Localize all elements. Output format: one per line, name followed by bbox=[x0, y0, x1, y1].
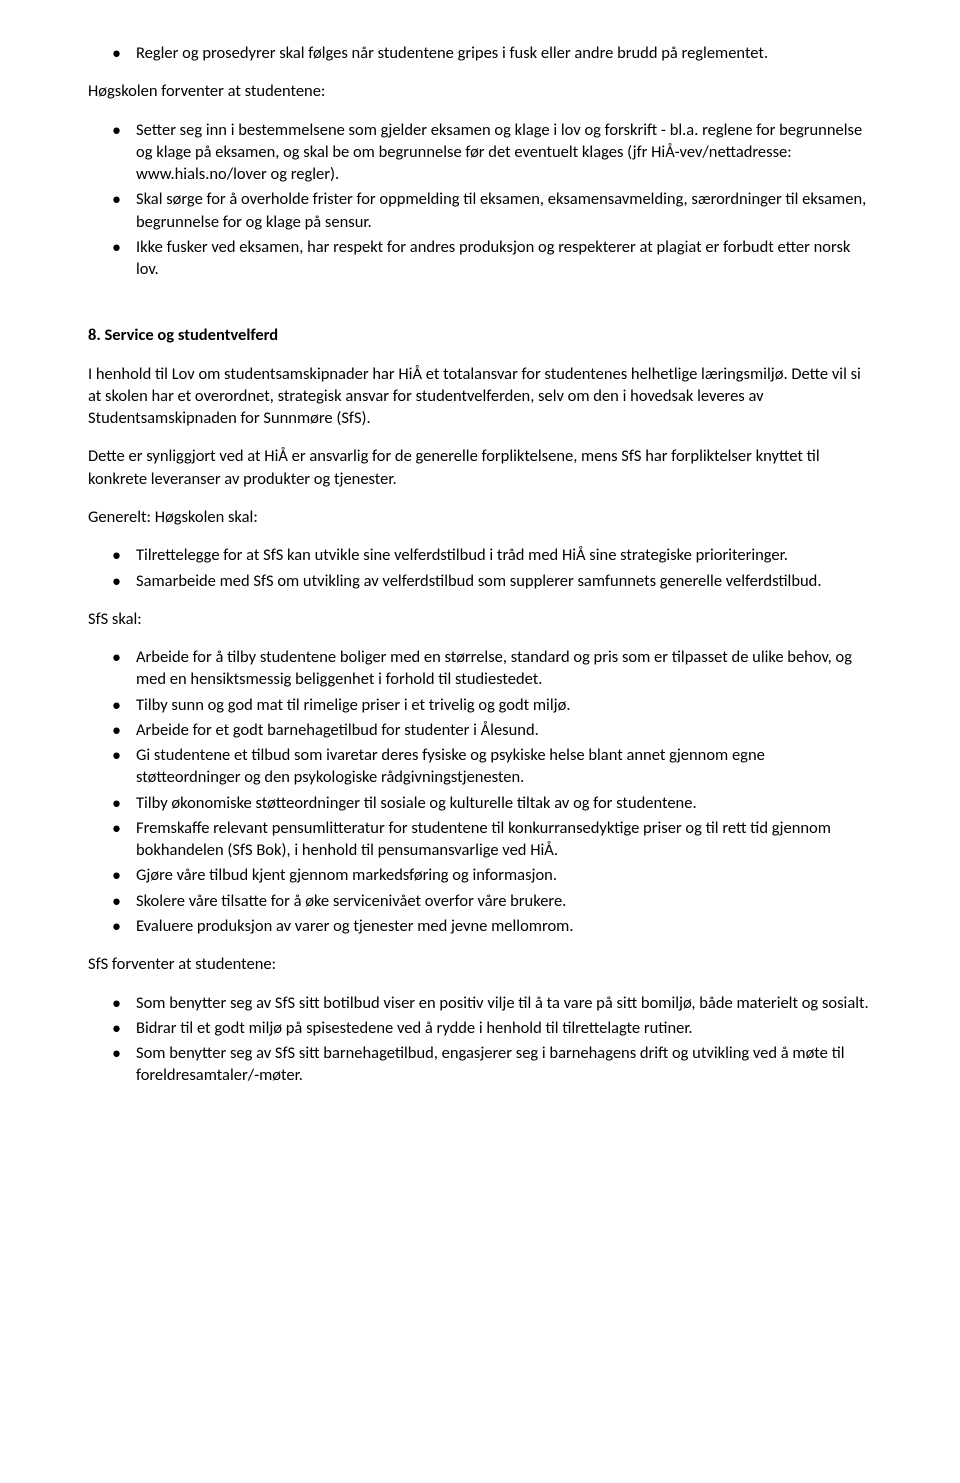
bullet-list-4: Arbeide for å tilby studentene boliger m… bbox=[88, 646, 872, 937]
bullet-list-3: Tilrettelegge for at SfS kan utvikle sin… bbox=[88, 544, 872, 592]
list-item: Setter seg inn i bestemmelsene som gjeld… bbox=[136, 119, 872, 186]
list-item: Som benytter seg av SfS sitt barnehageti… bbox=[136, 1042, 872, 1087]
paragraph: SfS skal: bbox=[88, 608, 872, 630]
list-item: Samarbeide med SfS om utvikling av velfe… bbox=[136, 570, 872, 592]
list-item: Evaluere produksjon av varer og tjeneste… bbox=[136, 915, 872, 937]
list-item: Fremskaffe relevant pensumlitteratur for… bbox=[136, 817, 872, 862]
bullet-list-2: Setter seg inn i bestemmelsene som gjeld… bbox=[88, 119, 872, 281]
list-item: Ikke fusker ved eksamen, har respekt for… bbox=[136, 236, 872, 281]
list-item: Gjøre våre tilbud kjent gjennom markedsf… bbox=[136, 864, 872, 886]
bullet-list-5: Som benytter seg av SfS sitt botilbud vi… bbox=[88, 992, 872, 1087]
list-item: Tilby sunn og god mat til rimelige prise… bbox=[136, 694, 872, 716]
paragraph: Høgskolen forventer at studentene: bbox=[88, 80, 872, 102]
list-item: Skal sørge for å overholde frister for o… bbox=[136, 188, 872, 233]
list-item: Skolere våre tilsatte for å øke servicen… bbox=[136, 890, 872, 912]
list-item: Som benytter seg av SfS sitt botilbud vi… bbox=[136, 992, 872, 1014]
section-heading-8: 8. Service og studentvelferd bbox=[88, 324, 872, 346]
list-item: Arbeide for et godt barnehagetilbud for … bbox=[136, 719, 872, 741]
bullet-list-1: Regler og prosedyrer skal følges når stu… bbox=[88, 42, 872, 64]
paragraph: Generelt: Høgskolen skal: bbox=[88, 506, 872, 528]
list-item: Gi studentene et tilbud som ivaretar der… bbox=[136, 744, 872, 789]
list-item: Tilrettelegge for at SfS kan utvikle sin… bbox=[136, 544, 872, 566]
list-item: Regler og prosedyrer skal følges når stu… bbox=[136, 42, 872, 64]
paragraph: I henhold til Lov om studentsamskipnader… bbox=[88, 363, 872, 430]
paragraph: SfS forventer at studentene: bbox=[88, 953, 872, 975]
list-item: Tilby økonomiske støtteordninger til sos… bbox=[136, 792, 872, 814]
list-item: Bidrar til et godt miljø på spisestedene… bbox=[136, 1017, 872, 1039]
paragraph: Dette er synliggjort ved at HiÅ er ansva… bbox=[88, 445, 872, 490]
list-item: Arbeide for å tilby studentene boliger m… bbox=[136, 646, 872, 691]
